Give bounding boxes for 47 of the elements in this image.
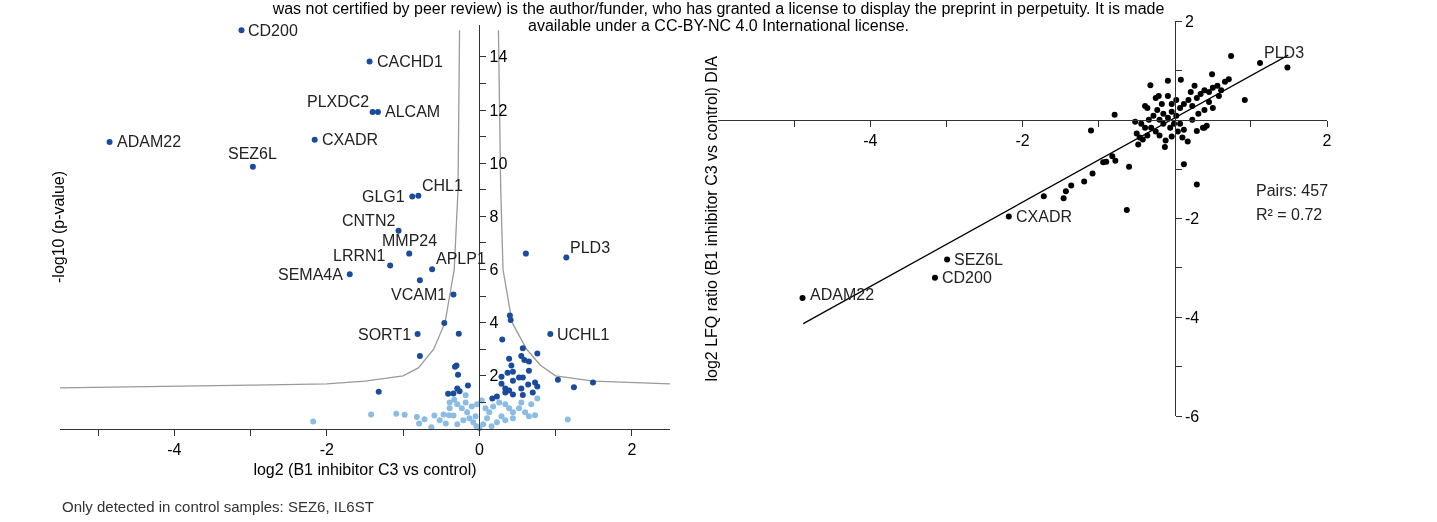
annotation: CD200 — [942, 269, 992, 286]
annotation: SEZ6L — [228, 145, 278, 162]
annotation: R² = 0.72 — [1256, 206, 1323, 223]
y-axis-title: -log10 (p-value) — [50, 170, 67, 283]
annotation: ADAM22 — [117, 133, 182, 150]
annotation: ALCAM — [385, 103, 441, 120]
x-tick-label: 0 — [474, 441, 484, 459]
y-tick-label: 2 — [489, 367, 499, 385]
annotation: PLD3 — [570, 239, 611, 256]
annotation: CNTN2 — [342, 212, 396, 229]
annotation: SEZ6L — [954, 251, 1004, 268]
y-tick-label: -6 — [1184, 407, 1200, 425]
text: was not certified by peer review) is the author/funder, who has granted a license to display the preprint in perpetuity. It is made — [272, 0, 1165, 17]
annotation: UCHL1 — [557, 326, 610, 343]
x-tick-label: -2 — [319, 441, 335, 459]
x-tick-label: -2 — [1015, 131, 1030, 149]
annotation: PLD3 — [1264, 44, 1305, 61]
x-tick-label: -4 — [167, 441, 182, 459]
y-tick-label: 8 — [489, 207, 499, 225]
y-tick-label: 6 — [489, 261, 499, 279]
x-tick-label: -4 — [863, 131, 878, 149]
y-axis-title: log2 LFQ ratio (B1 inhibitor C3 vs control) DIA — [702, 55, 720, 382]
annotation: MMP24 — [382, 232, 438, 249]
annotation: LRRN1 — [333, 247, 386, 264]
annotation: SEMA4A — [278, 266, 344, 283]
annotation: CXADR — [1016, 208, 1073, 225]
text: Only detected in control samples: SEZ6, IL6ST — [62, 498, 374, 515]
annotation: CD200 — [248, 22, 298, 39]
y-tick-label: 2 — [1184, 12, 1194, 30]
annotation: SORT1 — [358, 326, 412, 343]
annotation: Pairs: 457 — [1256, 182, 1329, 199]
x-tick-label: 2 — [1322, 131, 1332, 149]
y-tick-label: 10 — [489, 154, 508, 172]
annotation: CHL1 — [422, 177, 464, 194]
annotation: CXADR — [322, 131, 379, 148]
annotation: PLXDC2 — [307, 93, 370, 110]
annotation: available under a CC-BY-NC 4.0 International license. — [528, 17, 909, 34]
annotation: CACHD1 — [377, 53, 443, 70]
annotation: GLG1 — [362, 188, 405, 205]
y-tick-label: 14 — [489, 48, 508, 66]
y-tick-label: -2 — [1184, 210, 1200, 228]
y-tick-label: 4 — [489, 314, 499, 332]
x-tick-label: 2 — [627, 441, 637, 459]
y-tick-label: -4 — [1184, 308, 1200, 326]
annotation: VCAM1 — [391, 286, 447, 303]
y-tick-label: 12 — [489, 101, 508, 119]
x-axis-title: log2 (B1 inhibitor C3 vs control) — [253, 460, 477, 478]
